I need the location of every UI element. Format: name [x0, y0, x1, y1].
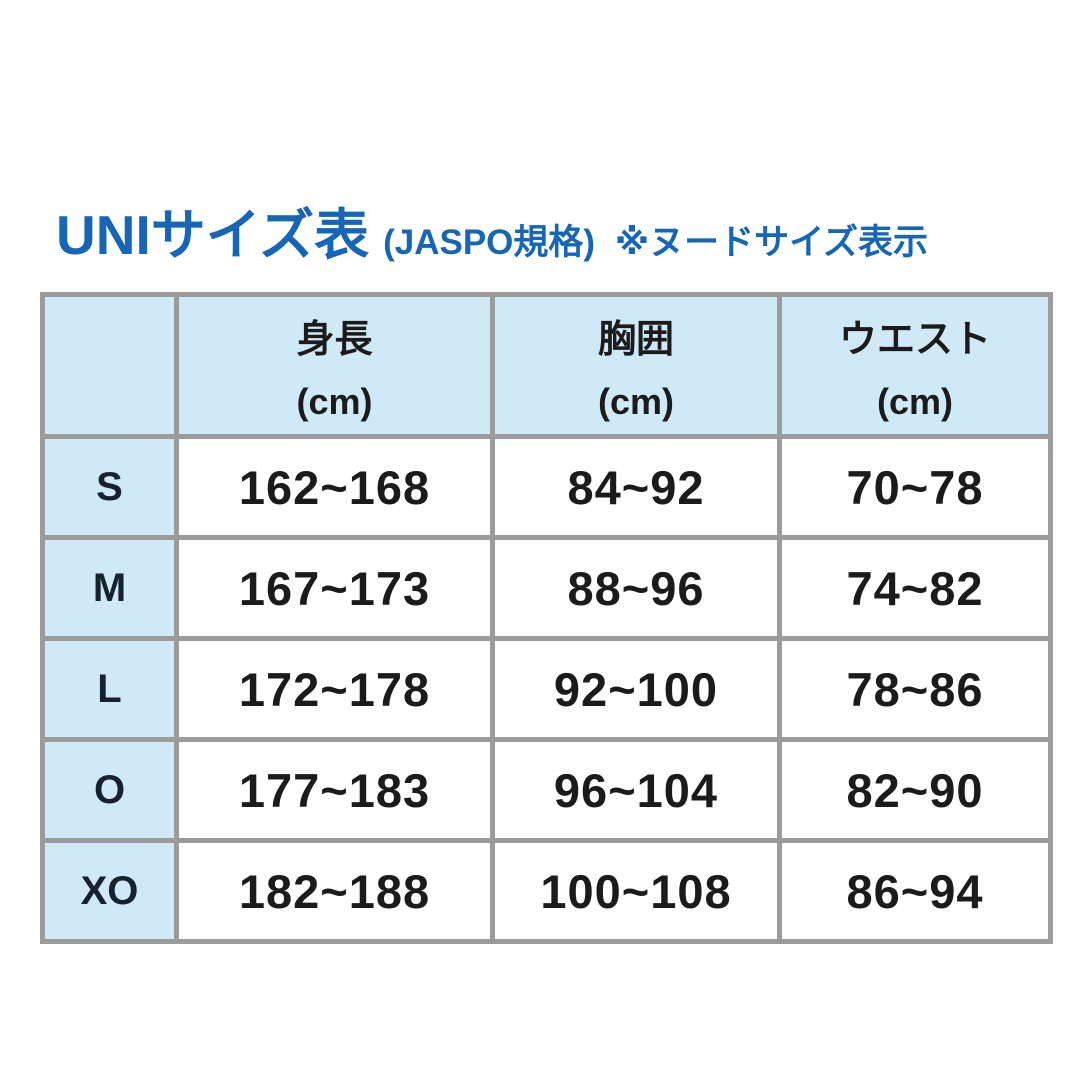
height-value: 182~188 [174, 838, 495, 944]
table-header-row: 身長 (cm) 胸囲 (cm) ウエスト (cm) [40, 292, 1053, 439]
corner-cell [40, 292, 179, 439]
column-label-chest: 胸囲 [597, 319, 674, 361]
chest-value: 100~108 [490, 838, 782, 944]
height-value: 162~168 [174, 434, 495, 540]
waist-value: 78~86 [777, 636, 1053, 742]
size-label: L [40, 636, 179, 742]
chest-value: 88~96 [490, 535, 782, 641]
page-title: UNIサイズ表 (JASPO規格) ※ヌードサイズ表示 [56, 190, 928, 270]
column-header-chest: 胸囲 (cm) [490, 292, 782, 439]
table-row-o: O 177~183 96~104 82~90 [40, 737, 1053, 843]
column-header-waist: ウエスト (cm) [777, 292, 1053, 439]
size-table: 身長 (cm) 胸囲 (cm) ウエスト (cm) S 162~168 84~9… [40, 292, 1053, 944]
column-unit-height: (cm) [296, 381, 373, 422]
height-value: 172~178 [174, 636, 495, 742]
column-unit-chest: (cm) [597, 381, 674, 422]
size-label: XO [40, 838, 179, 944]
table-row-l: L 172~178 92~100 78~86 [40, 636, 1053, 742]
size-label: M [40, 535, 179, 641]
column-header-height: 身長 (cm) [174, 292, 495, 439]
chest-value: 84~92 [490, 434, 782, 540]
chest-value: 92~100 [490, 636, 782, 742]
height-value: 177~183 [174, 737, 495, 843]
table-row-xo: XO 182~188 100~108 86~94 [40, 838, 1053, 944]
chest-value: 96~104 [490, 737, 782, 843]
table-row-s: S 162~168 84~92 70~78 [40, 434, 1053, 540]
column-unit-waist: (cm) [876, 381, 953, 422]
waist-value: 86~94 [777, 838, 1053, 944]
waist-value: 70~78 [777, 434, 1053, 540]
waist-value: 74~82 [777, 535, 1053, 641]
title-main: UNIサイズ表 [56, 204, 370, 266]
waist-value: 82~90 [777, 737, 1053, 843]
table-row-m: M 167~173 88~96 74~82 [40, 535, 1053, 641]
title-standard-note: (JASPO規格) [383, 223, 596, 262]
title-nude-size-note: ※ヌードサイズ表示 [615, 223, 929, 262]
size-label: O [40, 737, 179, 843]
column-label-height: 身長 [296, 319, 373, 361]
column-label-waist: ウエスト [838, 319, 991, 361]
size-label: S [40, 434, 179, 540]
height-value: 167~173 [174, 535, 495, 641]
